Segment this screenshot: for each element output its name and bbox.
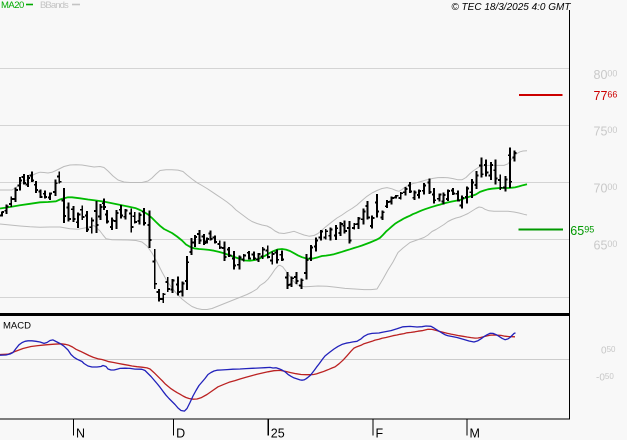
svg-text:25: 25 [271, 427, 285, 440]
svg-text:6595: 6595 [570, 224, 594, 238]
svg-text:D: D [176, 427, 185, 440]
svg-text:6500: 6500 [594, 239, 618, 253]
svg-text:MACD: MACD [3, 321, 31, 332]
svg-text:8000: 8000 [594, 68, 618, 82]
svg-text:F: F [376, 427, 384, 440]
svg-text:050: 050 [601, 345, 616, 356]
svg-text:7766: 7766 [594, 89, 618, 103]
svg-text:© TEC 18/3/2025 4:0 GMT: © TEC 18/3/2025 4:0 GMT [451, 2, 571, 13]
svg-text:N: N [76, 427, 85, 440]
svg-text:MA20: MA20 [1, 0, 24, 11]
svg-text:BBands: BBands [40, 0, 69, 11]
svg-text:M: M [470, 427, 480, 440]
svg-text:-050: -050 [596, 372, 614, 383]
